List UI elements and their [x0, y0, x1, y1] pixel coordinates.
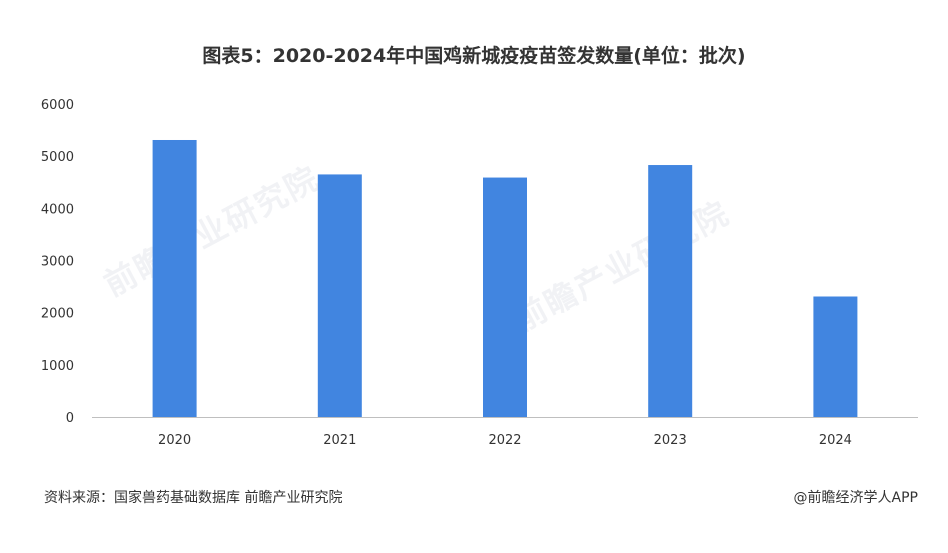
- chart-title: 图表5：2020-2024年中国鸡新城疫疫苗签发数量(单位：批次): [202, 45, 746, 67]
- bars: [152, 139, 858, 417]
- x-tick-label: 2024: [819, 433, 852, 448]
- bar-2021: [317, 174, 362, 417]
- bar-2024: [813, 296, 858, 417]
- y-tick-label: 6000: [41, 98, 74, 113]
- y-tick-label: 1000: [41, 359, 74, 374]
- y-tick-label: 3000: [41, 255, 74, 270]
- bar-2023: [648, 165, 693, 417]
- y-tick-label: 0: [66, 411, 74, 426]
- bar-2020: [152, 139, 197, 417]
- bar-2022: [483, 177, 527, 417]
- y-tick-label: 2000: [41, 307, 74, 322]
- y-tick-label: 4000: [41, 202, 74, 217]
- source-note: 资料来源：国家兽药基础数据库 前瞻产业研究院: [44, 490, 343, 506]
- credit-note: @前瞻经济学人APP: [793, 490, 918, 506]
- x-tick-label: 2022: [488, 433, 521, 448]
- x-tick-label: 2023: [654, 433, 687, 448]
- y-axis-ticks: 0 1000 2000 3000 4000 5000 6000: [41, 98, 74, 426]
- x-tick-label: 2020: [158, 433, 191, 448]
- y-tick-label: 5000: [41, 150, 74, 165]
- x-tick-label: 2021: [323, 433, 356, 448]
- x-axis-ticks: 2020 2021 2022 2023 2024: [158, 433, 852, 448]
